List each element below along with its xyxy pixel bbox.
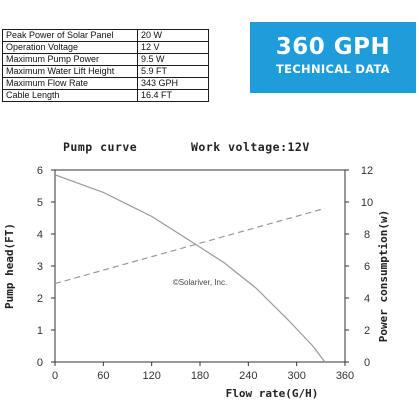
y2-tick-label: 6 [364, 261, 370, 273]
y-tick-label: 4 [37, 229, 43, 241]
y2-tick-label: 8 [364, 229, 370, 241]
spec-label: Cable Length [2, 89, 138, 102]
x-tick-label: 0 [52, 370, 58, 382]
banner-subtitle: TECHNICAL DATA [276, 62, 390, 76]
y2-tick-label: 2 [364, 325, 370, 337]
power-consumption-line [54, 207, 326, 285]
spec-row: Maximum Water Lift Height 5.9 FT [2, 65, 209, 78]
y2-tick-label: 10 [361, 197, 373, 209]
y-tick-label: 3 [37, 261, 43, 273]
pump-curve-title: Pump curve [63, 140, 138, 154]
x-tick-label: 300 [287, 370, 305, 382]
y-tick-label: 5 [37, 197, 43, 209]
y-tick-label: 1 [37, 325, 43, 337]
y-tick-label: 2 [37, 293, 43, 305]
x-axis-label: Flow rate(G/H) [226, 387, 319, 400]
y-tick-label: 6 [37, 165, 43, 177]
work-voltage-title: Work voltage:12V [191, 140, 310, 154]
x-tick-label: 60 [97, 370, 109, 382]
x-tick-label: 360 [336, 370, 354, 382]
spec-table: Peak Power of Solar Panel 20 W Operation V… [2, 29, 209, 102]
y2-tick-label: 12 [361, 165, 373, 177]
spec-row: Maximum Flow Rate 343 GPH [2, 77, 209, 90]
y2-axis-label: Power consumption(w) [377, 210, 390, 342]
y-tick-label: 0 [37, 357, 43, 369]
y-axis-label: Pump head(FT) [3, 223, 16, 309]
spec-row: Operation Voltage 12 V [2, 41, 209, 54]
watermark: ©Solariver, Inc. [173, 278, 227, 287]
x-tick-label: 120 [142, 370, 160, 382]
spec-value: 16.4 FT [137, 89, 209, 102]
banner-title: 360 GPH [275, 34, 391, 60]
y2-tick-label: 0 [364, 357, 370, 369]
banner: 360 GPH TECHNICAL DATA [250, 22, 416, 93]
y2-tick-label: 4 [364, 293, 370, 305]
x-tick-label: 180 [191, 370, 209, 382]
pump-head-curve [54, 174, 326, 363]
x-tick-label: 240 [239, 370, 257, 382]
spec-row: Cable Length 16.4 FT [2, 89, 209, 102]
